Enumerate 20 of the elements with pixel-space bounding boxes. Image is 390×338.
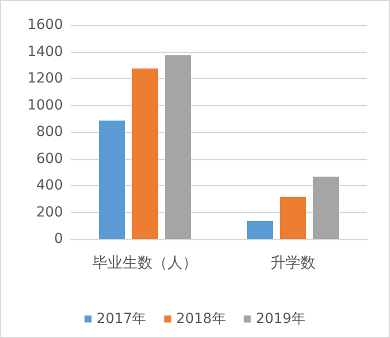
y-tick-label: 1400: [27, 44, 63, 60]
y-tick-label: 1600: [27, 17, 63, 33]
bar: [98, 120, 125, 239]
y-tick-label: 600: [36, 150, 63, 167]
x-tick-label: 毕业生数（人）: [92, 254, 198, 272]
bar: [280, 196, 306, 239]
legend-label: 2017年: [96, 311, 146, 327]
bar: [165, 55, 192, 239]
legend-label: 2019年: [256, 311, 306, 327]
y-tick-label: 1200: [27, 70, 63, 86]
y-tick-label: 200: [36, 204, 63, 220]
y-tick-label: 800: [36, 124, 63, 140]
y-tick-label: 1000: [27, 97, 63, 114]
bar: [313, 176, 340, 239]
y-tick-label: 0: [54, 231, 63, 247]
bar: [132, 68, 158, 239]
bar: [246, 220, 273, 239]
legend-label: 2018年: [176, 311, 226, 327]
x-tick-label: 升学数: [270, 254, 316, 272]
y-tick-label: 400: [36, 178, 63, 194]
